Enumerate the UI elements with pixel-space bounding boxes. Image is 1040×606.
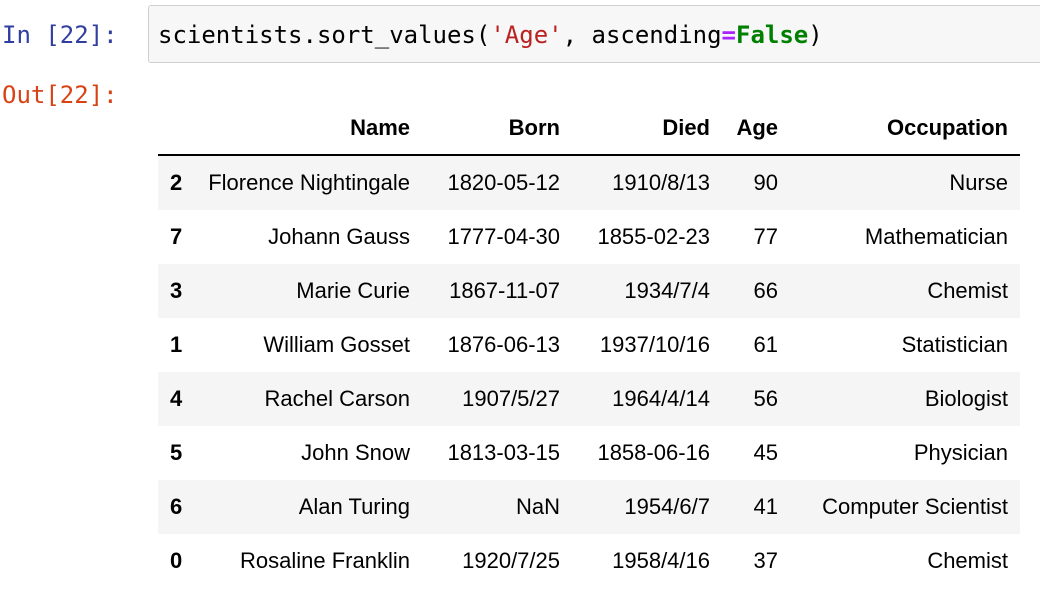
cell-born: 1820-05-12 [447, 170, 560, 195]
header-name: Name [194, 102, 422, 156]
cell-age: 41 [753, 494, 778, 519]
table-row: 3 Marie Curie 1867-11-07 1934/7/4 66 Che… [158, 264, 1020, 318]
code-cell-editor[interactable]: scientists.sort_values('Age', ascending=… [148, 5, 1040, 63]
cell-died: 1910/8/13 [612, 170, 710, 195]
row-index: 5 [170, 440, 183, 465]
cell-age: 37 [753, 548, 778, 573]
row-index: 4 [170, 386, 183, 411]
cell-died: 1934/7/4 [624, 278, 710, 303]
cell-age: 56 [753, 386, 778, 411]
code-keyword: False [736, 21, 809, 49]
cell-age: 77 [753, 224, 778, 249]
cell-born: 1876-06-13 [447, 332, 560, 357]
cell-age: 61 [753, 332, 778, 357]
table-row: 4 Rachel Carson 1907/5/27 1964/4/14 56 B… [158, 372, 1020, 426]
code-operator: = [721, 21, 736, 49]
cell-name: Rosaline Franklin [240, 548, 410, 573]
header-index [158, 102, 194, 156]
code-string-literal: 'Age' [490, 21, 563, 49]
cell-name: John Snow [301, 440, 410, 465]
header-born: Born [422, 102, 572, 156]
row-index: 3 [170, 278, 183, 303]
cell-occupation: Physician [913, 440, 1008, 465]
header-occupation: Occupation [790, 102, 1020, 156]
cell-died: 1954/6/7 [624, 494, 710, 519]
header-age: Age [722, 102, 790, 156]
row-index: 1 [170, 332, 183, 357]
cell-occupation: Chemist [927, 278, 1008, 303]
cell-born: 1867-11-07 [449, 278, 560, 303]
row-index: 6 [170, 494, 183, 519]
code-text-arg: , ascending [562, 21, 722, 49]
cell-name: Johann Gauss [268, 224, 410, 249]
output-area: Name Born Died Age Occupation 2 Florence… [158, 102, 1020, 588]
cell-age: 66 [753, 278, 778, 303]
code-text-call: scientists.sort_values( [158, 21, 491, 49]
cell-occupation: Mathematician [864, 224, 1008, 249]
row-index: 7 [170, 224, 183, 249]
cell-died: 1858-06-16 [597, 440, 710, 465]
cell-born: 1777-04-30 [447, 224, 560, 249]
cell-age: 45 [753, 440, 778, 465]
cell-occupation: Computer Scientist [822, 494, 1008, 519]
row-index: 2 [170, 170, 183, 195]
cell-occupation: Nurse [949, 170, 1008, 195]
output-prompt: Out[22]: [2, 81, 118, 109]
code-line: scientists.sort_values('Age', ascending=… [158, 21, 823, 49]
cell-name: Florence Nightingale [208, 170, 410, 195]
code-text-close: ) [808, 21, 823, 49]
header-died: Died [572, 102, 722, 156]
table-row: 5 John Snow 1813-03-15 1858-06-16 45 Phy… [158, 426, 1020, 480]
cell-born: NaN [515, 494, 560, 519]
cell-died: 1855-02-23 [597, 224, 710, 249]
cell-died: 1937/10/16 [599, 332, 710, 357]
table-row: 6 Alan Turing NaN 1954/6/7 41 Computer S… [158, 480, 1020, 534]
cell-occupation: Biologist [924, 386, 1008, 411]
table-row: 7 Johann Gauss 1777-04-30 1855-02-23 77 … [158, 210, 1020, 264]
dataframe-table: Name Born Died Age Occupation 2 Florence… [158, 102, 1020, 588]
cell-name: Marie Curie [296, 278, 410, 303]
cell-name: Alan Turing [298, 494, 410, 519]
cell-born: 1920/7/25 [462, 548, 560, 573]
row-index: 0 [170, 548, 183, 573]
table-body: 2 Florence Nightingale 1820-05-12 1910/8… [158, 155, 1020, 588]
table-header: Name Born Died Age Occupation [158, 102, 1020, 156]
cell-died: 1964/4/14 [612, 386, 710, 411]
cell-name: Rachel Carson [264, 386, 410, 411]
table-row: 0 Rosaline Franklin 1920/7/25 1958/4/16 … [158, 534, 1020, 588]
cell-born: 1813-03-15 [447, 440, 560, 465]
table-row: 2 Florence Nightingale 1820-05-12 1910/8… [158, 155, 1020, 210]
cell-died: 1958/4/16 [612, 548, 710, 573]
input-prompt: In [22]: [2, 21, 118, 49]
cell-born: 1907/5/27 [462, 386, 560, 411]
table-row: 1 William Gosset 1876-06-13 1937/10/16 6… [158, 318, 1020, 372]
header-row: Name Born Died Age Occupation [158, 102, 1020, 156]
cell-age: 90 [753, 170, 778, 195]
cell-occupation: Statistician [901, 332, 1008, 357]
cell-name: William Gosset [263, 332, 410, 357]
cell-occupation: Chemist [927, 548, 1008, 573]
